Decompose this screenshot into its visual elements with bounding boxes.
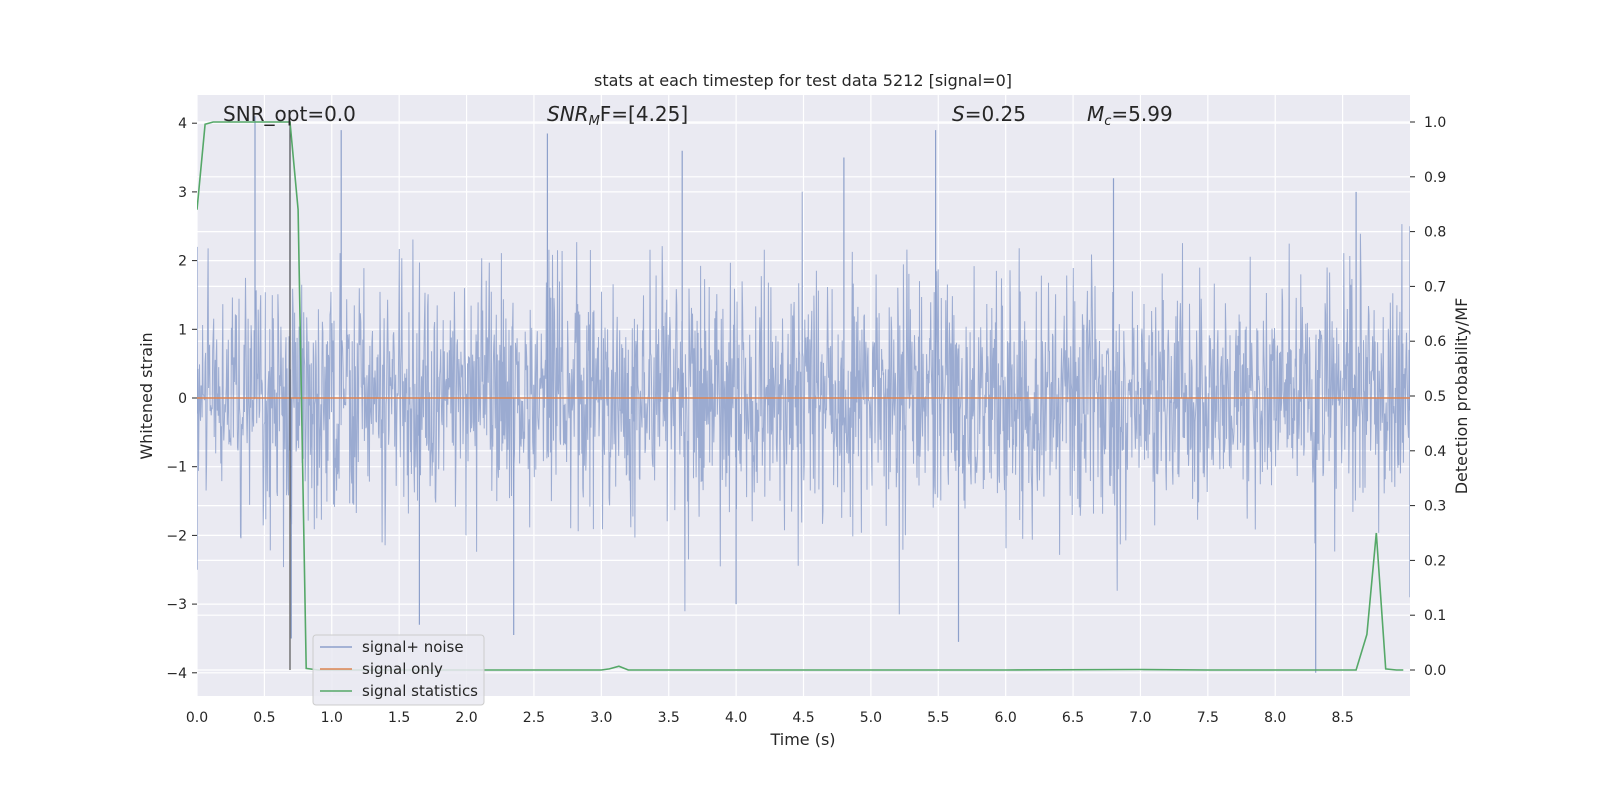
annotation-mc-sub: c [1104, 114, 1111, 129]
y-right-tick-label: 0.1 [1424, 608, 1446, 624]
x-tick-label: 7.0 [1129, 710, 1151, 726]
y-right-tick-label: 0.9 [1424, 170, 1446, 186]
x-tick-label: 2.5 [523, 710, 545, 726]
annotation-snr-mf-sub: M [589, 114, 600, 129]
chart-title: stats at each timestep for test data 521… [594, 71, 1012, 90]
y-right-tick-label: 0.6 [1424, 334, 1446, 350]
x-tick-label: 8.5 [1331, 710, 1353, 726]
x-tick-label: 6.5 [1062, 710, 1084, 726]
y-right-tick-label: 0.4 [1424, 444, 1446, 460]
x-tick-label: 4.0 [725, 710, 747, 726]
y-right-tick-label: 0.5 [1424, 389, 1446, 405]
y-right-tick-label: 1.0 [1424, 115, 1446, 131]
x-tick-label: 8.0 [1264, 710, 1286, 726]
annotation-mc: Mc=5.99 [1087, 102, 1173, 129]
x-tick-label: 5.5 [927, 710, 949, 726]
y-tick-label: 3 [178, 185, 187, 201]
series-signal-statistics [197, 121, 1404, 671]
x-tick-label: 3.0 [590, 710, 612, 726]
annotation-mc-rest: =5.99 [1111, 102, 1172, 126]
legend-label-signal-statistics: signal statistics [362, 682, 478, 700]
y-tick-label: 0 [178, 391, 187, 407]
x-tick-label: 6.0 [995, 710, 1017, 726]
y-tick-label: 1 [178, 322, 187, 338]
x-tick-label: 3.5 [658, 710, 680, 726]
annotation-snr-mf-base: SNR [547, 102, 589, 126]
legend-label-signal-only: signal only [362, 660, 443, 678]
x-tick-label: 1.0 [321, 710, 343, 726]
x-tick-label: 7.5 [1197, 710, 1219, 726]
y-axis-label: Whitened strain [137, 332, 156, 459]
y-right-tick-label: 0.7 [1424, 279, 1446, 295]
annotation-snr-mf-rest: F=[4.25] [600, 102, 688, 126]
x-tick-label: 2.0 [455, 710, 477, 726]
y-axis-right-label: Detection probability/MF [1452, 298, 1471, 495]
signal-plus-noise-line [197, 191, 1410, 615]
x-tick-label: 1.5 [388, 710, 410, 726]
x-tick-label: 4.5 [792, 710, 814, 726]
y-axis-ticks: −4 −3 −2 −1 0 1 2 3 4 [166, 116, 197, 682]
y-right-tick-label: 0.8 [1424, 225, 1446, 241]
annotation-mc-base: M [1087, 102, 1104, 126]
annotation-s-rest: =0.25 [965, 102, 1026, 126]
y-tick-label: −1 [166, 460, 187, 476]
x-axis-label: Time (s) [769, 730, 835, 749]
legend-box [312, 634, 485, 706]
legend: signal+ noise signal only signal statist… [312, 634, 485, 706]
y-tick-label: −3 [166, 597, 187, 613]
y-axis-right-ticks: 0.0 0.1 0.2 0.3 0.4 0.5 0.6 0.7 0.8 0.9 1.0 [1410, 115, 1446, 679]
y-right-tick-label: 0.3 [1424, 499, 1446, 515]
y-tick-label: −4 [166, 666, 187, 682]
x-tick-label: 0.5 [253, 710, 275, 726]
signal-statistics-line [197, 121, 1404, 671]
x-axis-ticks: 0.0 0.5 1.0 1.5 2.0 2.5 3.0 3.5 4.0 4.5 5.0 5.5 6.0 6… [186, 710, 1354, 726]
legend-label-signal-plus-noise: signal+ noise [362, 638, 464, 656]
y-tick-label: −2 [166, 528, 187, 544]
y-right-tick-label: 0.2 [1424, 553, 1446, 569]
x-tick-label: 0.0 [186, 710, 208, 726]
y-tick-label: 2 [178, 254, 187, 270]
x-tick-label: 5.0 [860, 710, 882, 726]
annotation-s-label: S [952, 102, 965, 126]
y-right-tick-label: 0.0 [1424, 663, 1446, 679]
y-tick-label: 4 [178, 116, 187, 132]
annotation-s: S=0.25 [952, 102, 1026, 126]
annotation-snr-opt: SNR_opt=0.0 [223, 102, 356, 126]
annotation-snr-mf: SNRMF=[4.25] [547, 102, 688, 129]
